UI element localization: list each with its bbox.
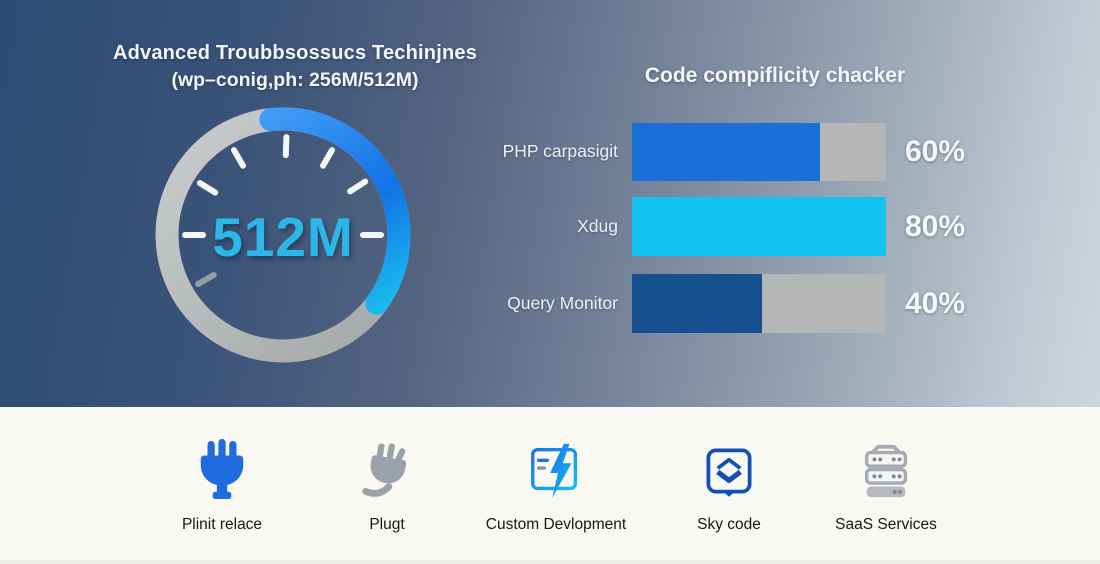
- bar-track: [632, 274, 886, 333]
- gauge-graphic: [155, 107, 411, 363]
- bar-row: Query Monitor 40%: [455, 274, 1100, 333]
- footer-item-label: Sky code: [697, 516, 761, 533]
- layers-box-icon: [699, 437, 759, 505]
- bar-label: PHP carpasigit: [502, 141, 618, 162]
- bar-chart-title: Code compiflicity chacker: [644, 64, 906, 87]
- memory-gauge: 512M: [148, 100, 418, 370]
- top-section: Advanced Troubbsossucs Techinjnes (wp–co…: [0, 0, 1100, 407]
- footer-item-label: SaaS Services: [835, 516, 937, 533]
- gauge-ticks: [182, 134, 384, 287]
- bar-track: [632, 197, 886, 256]
- bar-label: Xdug: [577, 215, 618, 236]
- main-title-line2: (wp–conig,ph: 256M/512M): [171, 69, 419, 91]
- plug-cable-icon: [356, 437, 418, 505]
- footer-item-sky-code: Sky code: [644, 437, 814, 534]
- footer-item-saas-services: SaaS Services: [801, 437, 971, 534]
- main-title: Advanced Troubbsossucs Techinjnes (wp–co…: [55, 42, 535, 92]
- footer-item-label: Custom Devlopment: [485, 516, 627, 533]
- bar-percent: 60%: [905, 135, 966, 168]
- bar-track: [632, 123, 886, 181]
- footer-item-plugin-replace: Plinit relace: [137, 437, 307, 534]
- document-lightning-icon: [525, 437, 587, 505]
- bar-percent: 40%: [905, 286, 966, 320]
- plug-icon: [193, 437, 251, 505]
- footer-section: Plinit relace Plugt: [0, 407, 1100, 564]
- gauge-progress-arc: [259, 107, 411, 315]
- footer-item-label: Plinit relace: [181, 516, 263, 533]
- gauge-value-label: 512M: [212, 206, 354, 268]
- server-stack-icon: [855, 437, 917, 505]
- bar-row: PHP carpasigit 60%: [455, 123, 1100, 181]
- bar-percent: 80%: [905, 209, 966, 243]
- bar-row: Xdug 80%: [455, 197, 1100, 256]
- footer-item-label: Plugt: [369, 516, 405, 533]
- footer-item-custom-development: Custom Devlopment: [471, 437, 641, 534]
- bar-fill-0: [632, 123, 820, 181]
- bar-fill-2: [632, 274, 762, 333]
- bar-label: Query Monitor: [507, 292, 618, 313]
- bar-fill-1: [632, 197, 886, 256]
- main-title-line1: Advanced Troubbsossucs Techinjnes: [112, 42, 478, 64]
- footer-item-plug: Plugt: [302, 437, 472, 534]
